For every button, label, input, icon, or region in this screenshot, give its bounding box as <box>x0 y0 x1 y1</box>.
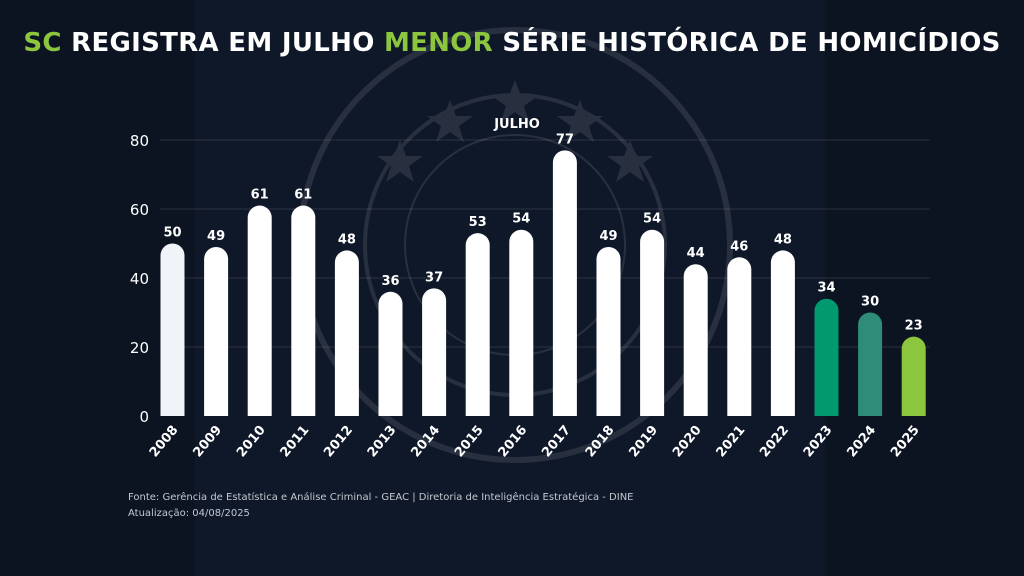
bar-2015 <box>465 233 490 416</box>
data-label-2011: 61 <box>294 188 312 203</box>
bar-2009 <box>204 246 229 416</box>
y-tick-label: 40 <box>130 270 149 288</box>
chart-title: JULHO <box>493 117 540 132</box>
x-tick-label: 2019 <box>626 423 661 460</box>
update-date: Atualização: 04/08/2025 <box>128 508 250 519</box>
data-label-2017: 77 <box>556 132 574 147</box>
x-tick-label: 2009 <box>190 423 225 460</box>
bar-2022 <box>770 250 795 416</box>
x-tick-label: 2017 <box>539 423 574 460</box>
data-label-2019: 54 <box>643 212 661 227</box>
bar-2018 <box>596 246 621 416</box>
x-tick-label: 2011 <box>278 423 313 460</box>
x-tick-label: 2013 <box>365 423 400 460</box>
x-tick-label: 2021 <box>714 423 749 460</box>
data-label-2020: 44 <box>687 246 705 261</box>
bar-2023 <box>814 298 839 416</box>
x-tick-label: 2014 <box>408 423 443 460</box>
x-tick-label: 2020 <box>670 423 705 460</box>
x-tick-label: 2010 <box>234 423 269 460</box>
bar-2014 <box>422 288 447 416</box>
bar-2012 <box>334 250 359 416</box>
x-tick-label: 2012 <box>321 423 356 460</box>
bar-2010 <box>247 205 272 416</box>
x-tick-label: 2015 <box>452 423 487 460</box>
y-tick-label: 80 <box>130 132 149 150</box>
data-label-2010: 61 <box>251 188 269 203</box>
bar-2025 <box>901 336 926 416</box>
data-label-2024: 30 <box>861 295 879 310</box>
data-label-2008: 50 <box>163 226 181 241</box>
x-tick-label: 2025 <box>888 423 923 460</box>
data-label-2022: 48 <box>774 232 792 247</box>
bar-2016 <box>509 229 534 416</box>
y-axis: 0 20 40 60 80 <box>130 132 149 426</box>
data-label-2018: 49 <box>599 229 617 244</box>
y-tick-label: 60 <box>130 201 149 219</box>
bar-2011 <box>291 205 316 416</box>
bar-2024 <box>858 312 883 416</box>
bar-2008 <box>160 243 185 416</box>
bar-2020 <box>683 264 708 416</box>
data-labels: 50 49 61 61 48 36 37 53 54 77 49 54 44 46 48 34 30 23 <box>163 132 922 333</box>
title-text-1: REGISTRA EM JULHO <box>61 28 384 58</box>
title-text-2: SÉRIE HISTÓRICA DE HOMICÍDIOS <box>492 28 1001 58</box>
bars <box>160 150 926 416</box>
x-tick-label: 2008 <box>147 423 182 460</box>
data-label-2025: 23 <box>905 319 923 334</box>
title-highlight-sc: SC <box>23 28 62 58</box>
x-tick-label: 2022 <box>757 423 792 460</box>
grid-lines <box>160 139 930 348</box>
x-tick-label: 2018 <box>583 423 618 460</box>
footer: Fonte: Gerência de Estatística e Análise… <box>128 490 634 522</box>
x-tick-label: 2023 <box>801 423 836 460</box>
bar-2021 <box>727 257 752 416</box>
data-label-2021: 46 <box>730 239 748 254</box>
y-tick-label: 20 <box>130 339 149 357</box>
data-label-2014: 37 <box>425 270 443 285</box>
x-tick-label: 2016 <box>496 423 531 460</box>
source-note: Fonte: Gerência de Estatística e Análise… <box>128 492 634 503</box>
data-label-2015: 53 <box>469 215 487 230</box>
x-tick-label: 2024 <box>844 423 879 460</box>
data-label-2013: 36 <box>381 274 399 289</box>
title-highlight-menor: MENOR <box>383 28 493 58</box>
bar-2019 <box>640 229 665 416</box>
data-label-2016: 54 <box>512 212 530 227</box>
data-label-2009: 49 <box>207 229 225 244</box>
page-title: SC REGISTRA EM JULHO MENOR SÉRIE HISTÓRI… <box>0 28 1024 58</box>
data-label-2023: 34 <box>817 281 835 296</box>
x-axis: 2008 2009 2010 2011 2012 2013 2014 2015 2016 2017… <box>147 423 923 460</box>
data-label-2012: 48 <box>338 232 356 247</box>
bar-2017 <box>552 150 577 416</box>
bar-2013 <box>378 291 403 416</box>
y-tick-label: 0 <box>139 408 149 426</box>
